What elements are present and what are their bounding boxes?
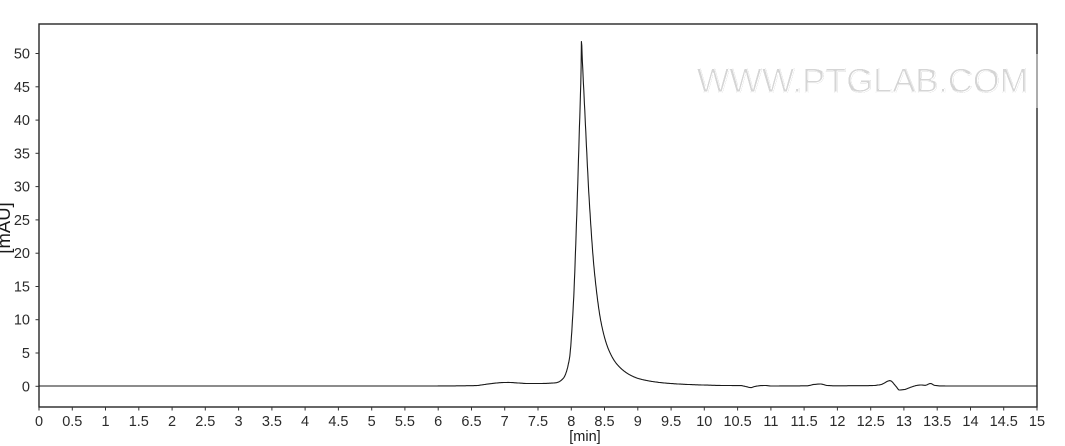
svg-text:9: 9 <box>634 414 642 430</box>
svg-text:1.5: 1.5 <box>129 414 149 430</box>
svg-text:11.5: 11.5 <box>791 414 818 430</box>
svg-text:12: 12 <box>829 414 845 430</box>
svg-text:13: 13 <box>896 414 912 430</box>
svg-text:[min]: [min] <box>569 429 600 445</box>
svg-text:10.5: 10.5 <box>723 414 751 430</box>
svg-text:12.5: 12.5 <box>857 414 885 430</box>
svg-text:50: 50 <box>14 47 30 63</box>
svg-text:10: 10 <box>696 414 712 430</box>
svg-text:3: 3 <box>235 414 243 430</box>
svg-text:3.5: 3.5 <box>262 414 282 430</box>
svg-text:10: 10 <box>14 313 30 329</box>
svg-text:8.5: 8.5 <box>594 414 614 430</box>
svg-text:5: 5 <box>368 414 376 430</box>
svg-text:5.5: 5.5 <box>395 414 415 430</box>
svg-text:14.5: 14.5 <box>990 414 1018 430</box>
svg-text:8: 8 <box>567 414 575 430</box>
svg-text:4.5: 4.5 <box>328 414 348 430</box>
svg-text:5: 5 <box>22 346 30 362</box>
svg-text:40: 40 <box>14 113 30 129</box>
svg-text:4: 4 <box>301 414 309 430</box>
svg-text:15: 15 <box>1029 414 1045 430</box>
svg-text:0: 0 <box>35 414 43 430</box>
svg-text:11: 11 <box>763 414 778 430</box>
svg-text:WWW.PTGLAB.COM: WWW.PTGLAB.COM <box>697 62 1029 100</box>
svg-text:7: 7 <box>501 414 509 430</box>
svg-text:2.5: 2.5 <box>195 414 215 430</box>
svg-text:14: 14 <box>962 414 978 430</box>
svg-text:[mAU]: [mAU] <box>0 202 14 253</box>
svg-text:25: 25 <box>14 213 30 229</box>
svg-text:30: 30 <box>14 180 30 196</box>
svg-text:15: 15 <box>14 280 30 296</box>
svg-text:13.5: 13.5 <box>923 414 951 430</box>
svg-text:35: 35 <box>14 146 30 162</box>
svg-text:6: 6 <box>434 414 442 430</box>
svg-text:7.5: 7.5 <box>528 414 548 430</box>
svg-text:0.5: 0.5 <box>62 414 82 430</box>
svg-text:0: 0 <box>22 379 30 395</box>
svg-text:1: 1 <box>101 414 109 430</box>
svg-text:2: 2 <box>168 414 176 430</box>
svg-text:20: 20 <box>14 246 30 262</box>
svg-text:45: 45 <box>14 80 30 96</box>
svg-text:6.5: 6.5 <box>461 414 481 430</box>
svg-text:9.5: 9.5 <box>661 414 681 430</box>
